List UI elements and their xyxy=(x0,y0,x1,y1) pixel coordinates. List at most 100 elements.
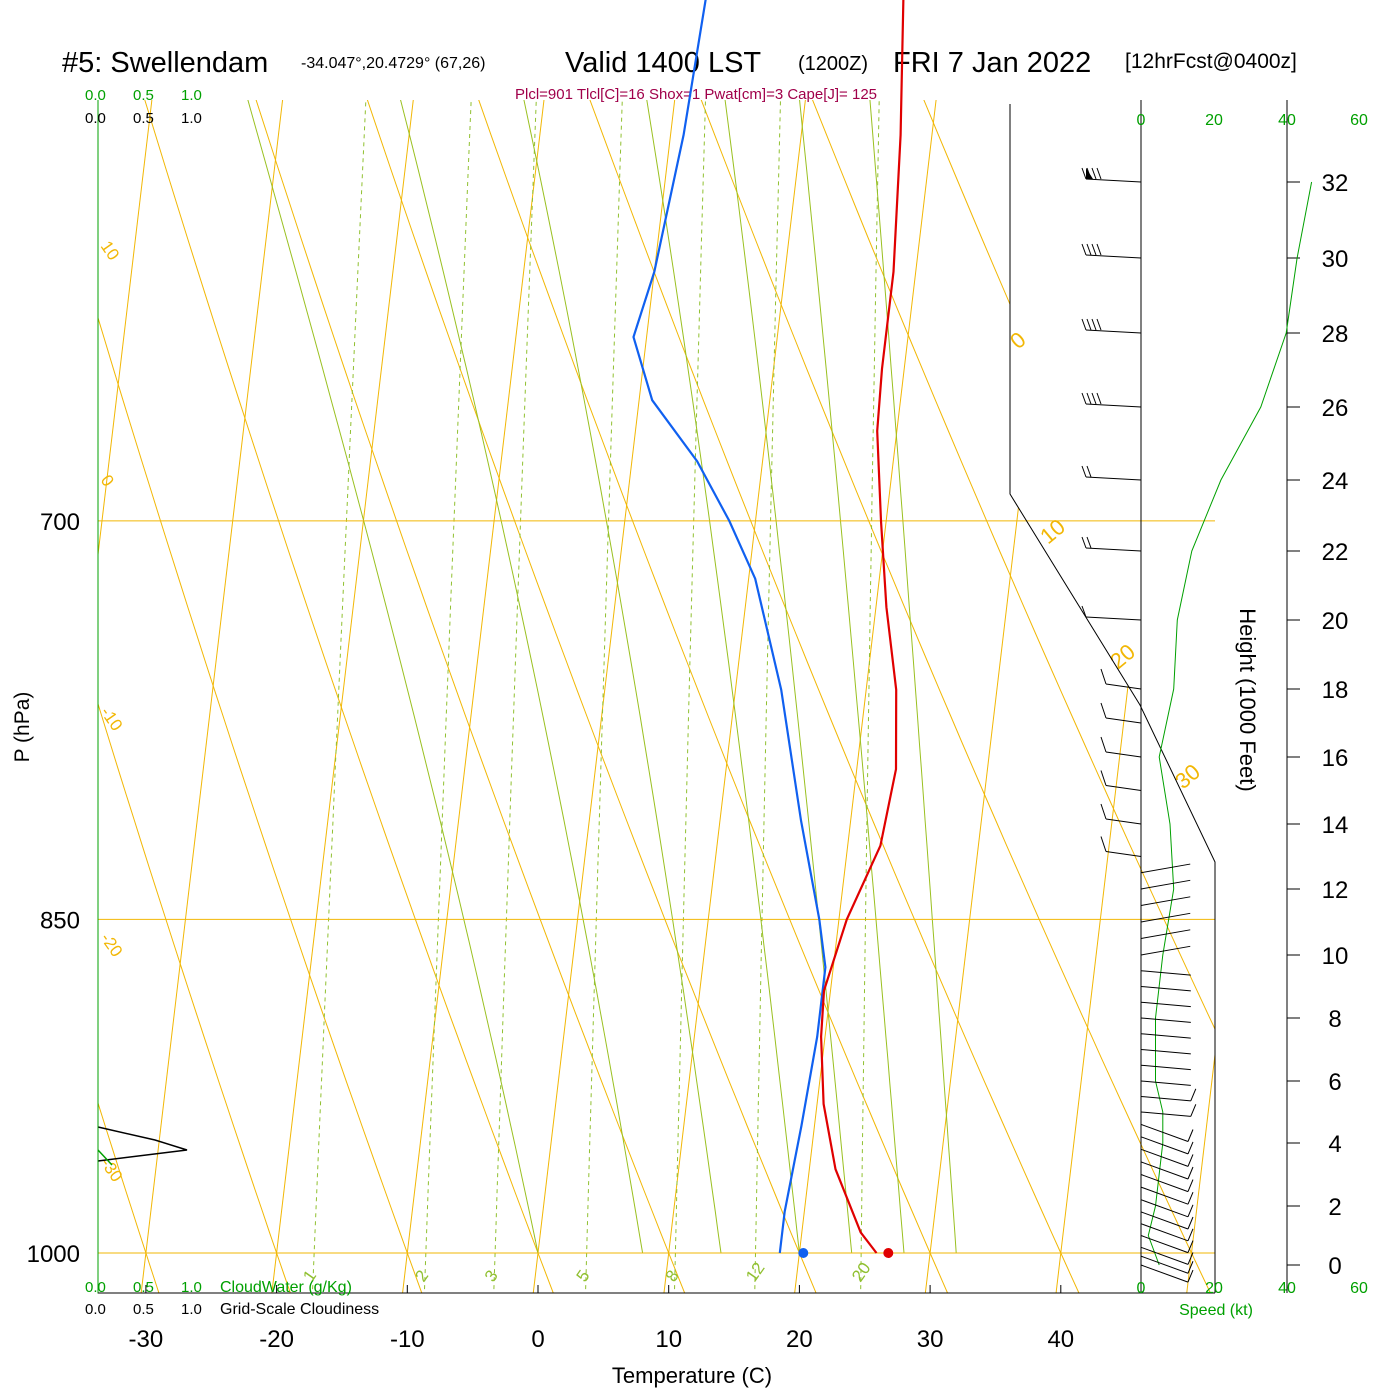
wind-barb-flag xyxy=(1086,318,1092,331)
wind-barb xyxy=(1140,1148,1194,1167)
speed-tick-top-0: 0 xyxy=(1137,112,1146,129)
wind-barb-flag xyxy=(1100,836,1107,852)
wind-barb-flag xyxy=(1081,167,1087,180)
wind-barb-staff xyxy=(1140,1123,1189,1142)
dry-adiabat xyxy=(209,100,1215,1293)
wind-barb xyxy=(1100,668,1142,690)
cloudiness-label: Grid-Scale Cloudiness xyxy=(220,1301,379,1318)
right-frame-line xyxy=(1009,104,1216,1293)
wind-barb-staff xyxy=(1140,1049,1191,1055)
wind-barb xyxy=(1140,986,1191,992)
wind-barb-flag xyxy=(1091,243,1097,256)
wind-barb-flag xyxy=(1086,536,1092,549)
wind-barb xyxy=(1081,243,1142,259)
wind-barb-flag xyxy=(1100,668,1107,685)
height-tick-26: 26 xyxy=(1322,395,1349,422)
wind-barb xyxy=(1140,896,1191,906)
wind-barb-flag xyxy=(1081,536,1087,549)
mixing-ratio-line xyxy=(672,100,727,1293)
wind-barb xyxy=(1140,1186,1194,1205)
temp-tick-30: 30 xyxy=(917,1326,944,1353)
wind-barb-staff xyxy=(1085,476,1142,481)
wind-barb-flag xyxy=(1187,1192,1194,1205)
temperature-line xyxy=(819,0,905,1254)
speed-tick-bottom-3: 60 xyxy=(1350,1280,1368,1297)
wind-barb xyxy=(1081,605,1142,621)
dry-adiabat xyxy=(818,100,1215,1293)
wind-barb-flag xyxy=(1091,392,1097,405)
wind-barb-flag xyxy=(1081,605,1087,618)
dry-adiabat xyxy=(0,0,52,1373)
wind-barb xyxy=(1140,1017,1191,1023)
wind-barb-flag xyxy=(1187,1252,1194,1265)
height-axis-label: Height (1000 Feet) xyxy=(1235,608,1260,791)
cloudiness-profile xyxy=(97,1126,188,1162)
cloudiness-tick-top-1: 0.5 xyxy=(133,110,154,127)
height-tick-30: 30 xyxy=(1322,246,1349,273)
height-tick-32: 32 xyxy=(1322,170,1349,197)
wind-barb xyxy=(1140,1199,1194,1218)
wind-barb xyxy=(1140,1161,1194,1180)
wind-barb-flag xyxy=(1187,1216,1194,1230)
mixing-ratio-line xyxy=(491,100,564,1293)
station-title: #5: Swellendam xyxy=(62,47,268,79)
wind-barb xyxy=(1140,1223,1194,1242)
wind-barb xyxy=(1140,945,1191,956)
wind-barb xyxy=(1140,1104,1197,1117)
mixing-ratio-label-3: 5 xyxy=(573,1267,594,1286)
cloudiness-tick-top-0: 0.0 xyxy=(85,110,106,127)
wind-barb-flag xyxy=(1086,392,1092,405)
mixing-ratio-label-1: 2 xyxy=(411,1267,432,1286)
dry-adiabat xyxy=(296,100,1215,1293)
wind-barb-staff xyxy=(1085,403,1142,408)
temp-tick--20: -20 xyxy=(259,1326,294,1353)
wind-barb xyxy=(1140,1001,1191,1008)
temp-tick-10: 10 xyxy=(655,1326,682,1353)
wind-barb-staff xyxy=(1140,1148,1189,1167)
wind-barb xyxy=(1140,863,1191,874)
wind-barb-staff xyxy=(1140,1033,1191,1039)
wind-barb-flag xyxy=(1100,803,1107,820)
wind-barb xyxy=(1140,1235,1194,1254)
station-coords: -34.047°,20.4729° (67,26) xyxy=(301,55,485,72)
wind-barb-flag xyxy=(1096,392,1102,405)
mixing-ratio-label-5: 12 xyxy=(742,1259,768,1285)
adiabat-label-left-1: 0 xyxy=(97,471,118,490)
adiabat-label-right-5: 0 xyxy=(1005,327,1030,354)
wind-barb xyxy=(1140,1088,1197,1102)
wind-barb-staff xyxy=(1140,945,1191,956)
cloudiness-tick-bottom-1: 0.5 xyxy=(133,1301,154,1318)
dry-adiabat xyxy=(98,100,851,1293)
cw-tick-top-0: 0.0 xyxy=(85,87,106,104)
wind-barb-flag xyxy=(1096,318,1102,331)
cw-tick-top-1: 0.5 xyxy=(133,87,154,104)
y-axis-label: P (hPa) xyxy=(11,692,34,763)
height-tick-0: 0 xyxy=(1328,1253,1341,1280)
temp-tick-20: 20 xyxy=(786,1326,813,1353)
valid-time: Valid 1400 LST xyxy=(565,47,761,79)
dry-adiabat xyxy=(1165,100,1215,1293)
pressure-tick-700: 700 xyxy=(40,509,80,536)
height-tick-12: 12 xyxy=(1322,877,1349,904)
cloudwater-label: CloudWater (g/Kg) xyxy=(220,1279,352,1296)
wind-barb-staff xyxy=(1140,1174,1189,1193)
wind-barb xyxy=(1081,318,1142,334)
wind-barb xyxy=(1140,912,1191,923)
isotherm xyxy=(140,100,284,1293)
wind-barb-staff xyxy=(1140,1001,1191,1008)
wind-barb-staff xyxy=(1105,751,1142,758)
moist-adiabat xyxy=(678,100,957,1254)
wind-barb xyxy=(1081,392,1142,408)
dry-adiabat xyxy=(98,100,718,1293)
cw-tick-bottom-1: 0.5 xyxy=(133,1279,154,1296)
speed-tick-bottom-0: 0 xyxy=(1137,1280,1146,1297)
wind-barb xyxy=(1081,167,1142,183)
wind-barb-pennant xyxy=(1086,168,1093,179)
height-tick-14: 14 xyxy=(1322,812,1349,839)
wind-barb-staff xyxy=(1140,1161,1189,1180)
dry-adiabat xyxy=(98,100,186,1293)
height-tick-24: 24 xyxy=(1322,468,1349,495)
speed-axis-label: Speed (kt) xyxy=(1179,1302,1253,1319)
wind-barb-staff xyxy=(1085,254,1142,259)
